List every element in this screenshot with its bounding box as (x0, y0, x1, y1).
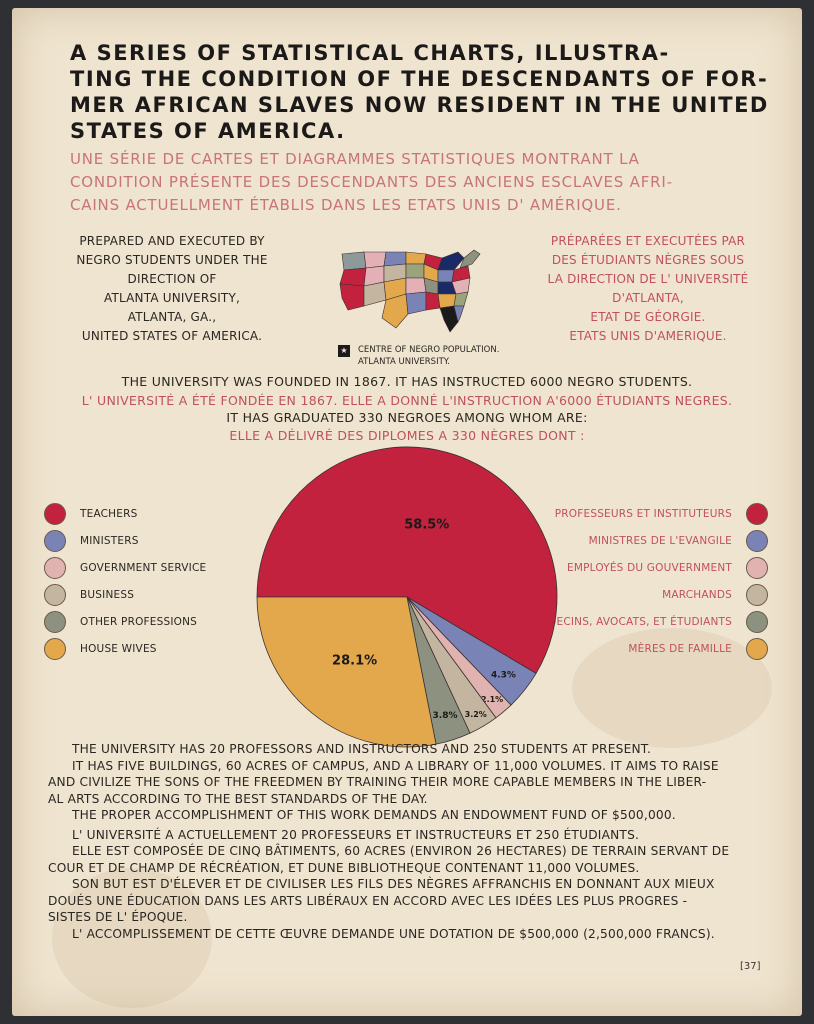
prepared-fr-line: PRÉPARÉES ET EXECUTÉES PAR (550, 234, 746, 248)
map-note-line: CENTRE OF NEGRO POPULATION. (358, 345, 500, 355)
title-fr-line: UNE SÉRIE DE CARTES ET DIAGRAMMES STATIS… (70, 150, 640, 168)
legend-swatch (44, 502, 66, 525)
body-fr-line: ELLE EST COMPOSÉE DE CINQ BÂTIMENTS, 60 … (72, 844, 730, 858)
intro-english-1: THE UNIVERSITY WAS FOUNDED IN 1867. IT H… (121, 374, 693, 389)
us-states-map (339, 249, 481, 333)
french-title: UNE SÉRIE DE CARTES ET DIAGRAMMES STATIS… (70, 148, 770, 217)
body-en-line: AND CIVILIZE THE SONS OF THE FREEDMEN BY… (48, 775, 707, 789)
intro-french-1: L' UNIVERSITÉ A ÉTÉ FONDÉE EN 1867. ELLE… (81, 393, 733, 408)
legend-label-fr: MARCHANDS (662, 588, 732, 601)
legend-swatch (44, 583, 66, 606)
legend-swatch (44, 529, 66, 552)
legend-label-fr: MÈRES DE FAMILLE (628, 642, 732, 655)
map-note-line: ATLANTA UNIVERSITY. (358, 357, 450, 367)
pie-data-label: 58.5% (404, 518, 449, 533)
legend-swatch-fr (746, 502, 768, 525)
intro-english-2: IT HAS GRADUATED 330 NEGROES AMONG WHOM … (226, 410, 588, 425)
legend-swatch (44, 637, 66, 660)
centre-population-marker: ★ (338, 345, 350, 357)
legend-label-fr: PROFESSEURS ET INSTITUTEURS (554, 507, 732, 520)
body-en-line: AL ARTS ACCORDING TO THE BEST STANDARDS … (48, 791, 428, 806)
prepared-line: ATLANTA, GA., (127, 310, 217, 324)
legend-item-fr: MARCHANDS (532, 581, 768, 608)
prepared-line: NEGRO STUDENTS UNDER THE (76, 253, 268, 267)
legend-item-fr: PROFESSEURS ET INSTITUTEURS (532, 500, 768, 527)
body-en-line: IT HAS FIVE BUILDINGS, 60 ACRES OF CAMPU… (72, 758, 719, 773)
pie-slice (256, 446, 558, 674)
legend-swatch-fr (746, 556, 768, 579)
legend-swatch-fr (746, 610, 768, 633)
legend-english: TEACHERS MINISTERS GOVERNMENT SERVICE BUSIN… (44, 500, 206, 662)
pie-data-label: 3.8% (433, 711, 458, 721)
legend-item: GOVERNMENT SERVICE (44, 554, 206, 581)
body-en-line: THE PROPER ACCOMPLISHMENT OF THIS WORK D… (72, 808, 676, 822)
legend-item-fr: MINISTRES DE L'EVANGILE (532, 527, 768, 554)
body-text: THE UNIVERSITY HAS 20 PROFESSORS AND INS… (48, 741, 778, 942)
title-line: MER AFRICAN SLAVES NOW RESIDENT IN THE U… (70, 93, 769, 117)
title-fr-line: CAINS ACTUELLMENT ÉTABLIS DANS LES ETATS… (70, 196, 622, 214)
prepared-fr-line: D'ATLANTA, (612, 291, 684, 305)
legend-swatch (44, 556, 66, 579)
legend-swatch-fr (746, 529, 768, 552)
pie-data-label: 2.1% (481, 695, 503, 704)
title-line: STATES OF AMERICA. (70, 119, 346, 143)
pie-slice (256, 596, 437, 748)
english-title: A SERIES OF STATISTICAL CHARTS, ILLUSTRA… (70, 40, 770, 144)
legend-label: OTHER PROFESSIONS (80, 615, 198, 628)
legend-swatch-fr (746, 583, 768, 606)
legend-label: MINISTERS (80, 534, 139, 547)
pie-data-label: 28.1% (332, 654, 377, 669)
map-note: CENTRE OF NEGRO POPULATION. ATLANTA UNIV… (358, 344, 499, 368)
prepared-line: PREPARED AND EXECUTED BY (79, 234, 265, 248)
legend-french: PROFESSEURS ET INSTITUTEURS MINISTRES DE … (532, 500, 768, 662)
title-line: TING THE CONDITION OF THE DESCENDANTS OF… (70, 67, 769, 91)
pie-data-label: 3.2% (465, 710, 487, 719)
legend-label: HOUSE WIVES (80, 642, 157, 655)
legend-label: GOVERNMENT SERVICE (80, 561, 207, 574)
page-number: [37] (740, 961, 761, 972)
prepared-line: ATLANTA UNIVERSITY, (103, 291, 241, 305)
legend-label: BUSINESS (80, 588, 135, 601)
prepared-by-english: PREPARED AND EXECUTED BY NEGRO STUDENTS … (42, 232, 302, 346)
legend-label: TEACHERS (80, 507, 138, 520)
legend-swatch-fr (746, 637, 768, 660)
legend-item: BUSINESS (44, 581, 206, 608)
prepared-fr-line: LA DIRECTION DE L' UNIVERSITÉ (547, 272, 749, 286)
body-fr-line: L' UNIVERSITÉ A ACTUELLEMENT 20 PROFESSE… (72, 827, 640, 842)
prepared-fr-line: ETAT DE GÉORGIE. (590, 310, 706, 324)
body-fr-line: L' ACCOMPLISSEMENT DE CETTE ŒUVRE DEMAND… (72, 926, 715, 941)
prepared-by-french: PRÉPARÉES ET EXECUTÉES PAR DES ÉTUDIANTS… (528, 232, 768, 346)
paper-stain (572, 628, 772, 748)
legend-item: OTHER PROFESSIONS (44, 608, 206, 635)
legend-item: HOUSE WIVES (44, 635, 206, 662)
body-en-line: THE UNIVERSITY HAS 20 PROFESSORS AND INS… (72, 742, 652, 756)
legend-label-fr: MINISTRES DE L'EVANGILE (588, 534, 732, 547)
prepared-fr-line: ETATS UNIS D'AMERIQUE. (569, 329, 727, 343)
prepared-fr-line: DES ÉTUDIANTS NÈGRES SOUS (551, 253, 745, 267)
prepared-line: DIRECTION OF (127, 272, 217, 286)
body-fr-line: SON BUT EST D'ÉLEVER ET DE CIVILISER LES… (72, 877, 715, 891)
paper-stain (52, 868, 212, 1008)
legend-swatch (44, 610, 66, 633)
legend-item-fr: MÈRES DE FAMILLE (532, 635, 768, 662)
pie-data-label: 4.3% (491, 670, 516, 680)
legend-item: TEACHERS (44, 500, 206, 527)
legend-item: MINISTERS (44, 527, 206, 554)
occupations-pie-chart: 58.5% 4.3% 2.1% 3.2% 3.8% 28.1% (256, 446, 558, 748)
body-fr-line: DOUÉS UNE ÉDUCATION DANS LES ARTS LIBÉRA… (48, 893, 688, 908)
title-line: A SERIES OF STATISTICAL CHARTS, ILLUSTRA… (70, 41, 670, 65)
legend-item-fr: EMPLOYÉS DU GOUVERNMENT (532, 554, 768, 581)
title-fr-line: CONDITION PRÉSENTE DES DESCENDANTS DES A… (70, 173, 673, 191)
body-fr-line: COUR ET DE CHAMP DE RÉCRÉATION, ET DUNE … (48, 860, 640, 875)
legend-item-fr: MEDECINS, AVOCATS, ET ÉTUDIANTS (532, 608, 768, 635)
intro-french-2: ELLE A DÉLIVRÉ DES DIPLOMES A 330 NÈGRES… (229, 428, 585, 443)
prepared-line: UNITED STATES OF AMERICA. (81, 329, 263, 343)
legend-label-fr: MEDECINS, AVOCATS, ET ÉTUDIANTS (532, 615, 732, 628)
legend-label-fr: EMPLOYÉS DU GOUVERNMENT (567, 561, 732, 574)
body-fr-line: SISTES DE L' ÉPOQUE. (48, 910, 188, 924)
